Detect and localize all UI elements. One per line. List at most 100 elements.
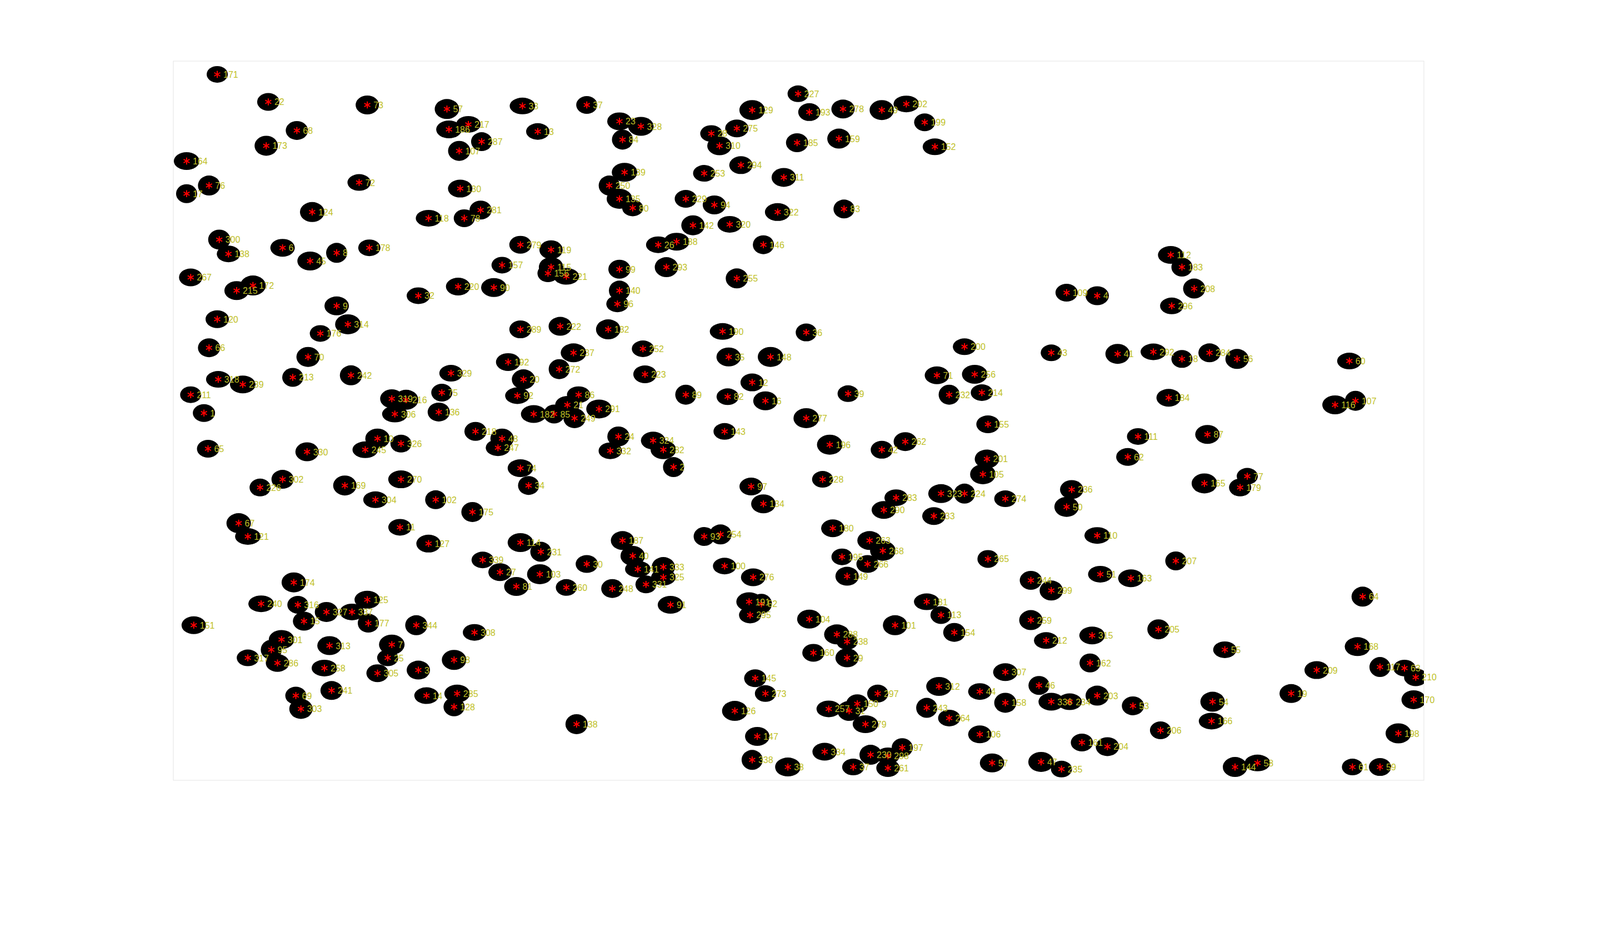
point-label: 102 xyxy=(441,495,457,505)
centroid-marker xyxy=(762,690,769,698)
point-label: 327 xyxy=(332,607,348,618)
centroid-marker xyxy=(864,560,871,568)
point-label: 135 xyxy=(625,194,641,204)
point-label: 53 xyxy=(1138,701,1149,712)
centroid-marker xyxy=(1027,577,1034,585)
centroid-marker xyxy=(547,263,554,272)
point-label: 98 xyxy=(460,655,470,665)
centroid-marker xyxy=(803,328,810,337)
point-label: 326 xyxy=(407,439,423,449)
point-label: 3 xyxy=(424,666,430,676)
centroid-marker xyxy=(607,447,614,455)
point-label: 138 xyxy=(582,720,598,730)
point-label: 299 xyxy=(1057,586,1073,596)
centroid-marker xyxy=(716,142,723,150)
centroid-marker xyxy=(472,428,479,436)
point-label: 210 xyxy=(1421,672,1437,683)
point-label: 259 xyxy=(1037,616,1053,626)
centroid-marker xyxy=(514,392,521,400)
point-label: 344 xyxy=(422,621,438,631)
point-label: 35 xyxy=(735,352,745,363)
point-label: 57 xyxy=(452,104,463,114)
centroid-marker xyxy=(263,142,270,150)
plot-frame xyxy=(173,61,1424,781)
point-label: 136 xyxy=(445,407,460,418)
centroid-marker xyxy=(946,715,953,723)
centroid-marker xyxy=(305,353,312,361)
centroid-marker xyxy=(413,622,420,630)
point-label: 94 xyxy=(720,200,731,210)
centroid-marker xyxy=(187,391,194,399)
point-label: 245 xyxy=(371,445,387,455)
point-label: 130 xyxy=(466,184,482,194)
centroid-marker xyxy=(446,126,453,134)
centroid-marker xyxy=(497,568,504,577)
centroid-marker xyxy=(867,751,874,759)
centroid-marker xyxy=(292,692,299,700)
centroid-marker xyxy=(301,617,308,625)
centroid-marker xyxy=(660,563,667,572)
centroid-marker xyxy=(843,572,850,580)
centroid-marker xyxy=(1191,285,1198,293)
centroid-marker xyxy=(806,616,813,624)
centroid-marker xyxy=(726,221,733,229)
point-label: 116 xyxy=(1341,400,1356,410)
centroid-marker xyxy=(937,490,944,498)
centroid-marker xyxy=(456,147,463,155)
centroid-marker xyxy=(637,122,644,130)
point-label: 173 xyxy=(272,141,288,151)
centroid-marker xyxy=(1048,349,1055,357)
point-label: 188 xyxy=(682,237,698,247)
centroid-marker xyxy=(557,322,564,330)
centroid-marker xyxy=(215,376,222,384)
point-label: 227 xyxy=(804,89,820,99)
centroid-marker xyxy=(364,101,371,109)
point-label: 77 xyxy=(1253,472,1264,482)
point-label: 214 xyxy=(987,388,1003,398)
centroid-marker xyxy=(1002,699,1009,707)
centroid-marker xyxy=(596,405,603,413)
point-label: 148 xyxy=(776,352,792,363)
centroid-marker xyxy=(1359,593,1366,601)
centroid-marker xyxy=(583,560,590,568)
centroid-marker xyxy=(216,236,223,244)
point-label: 150 xyxy=(863,699,879,709)
point-label: 334 xyxy=(830,747,846,758)
centroid-marker xyxy=(1038,758,1045,767)
point-label: 308 xyxy=(480,628,496,638)
point-label: 107 xyxy=(465,146,481,157)
centroid-marker xyxy=(206,182,213,190)
centroid-marker xyxy=(976,688,983,696)
point-label: 59 xyxy=(1386,762,1397,773)
centroid-marker xyxy=(235,520,242,528)
centroid-marker xyxy=(347,372,354,380)
centroid-marker xyxy=(478,138,485,146)
centroid-marker xyxy=(850,763,857,772)
centroid-marker xyxy=(1244,472,1251,480)
point-label: 92 xyxy=(523,391,534,401)
point-label: 1 xyxy=(210,408,215,419)
point-label: 302 xyxy=(288,475,304,485)
point-label: 71 xyxy=(942,371,953,381)
centroid-marker xyxy=(983,455,990,463)
centroid-marker xyxy=(795,90,802,98)
point-label: 58 xyxy=(1263,758,1274,769)
point-label: 147 xyxy=(763,732,779,742)
point-label: 37 xyxy=(592,100,603,110)
point-label: 232 xyxy=(955,390,971,400)
point-label: 169 xyxy=(351,481,367,491)
point-label: 24 xyxy=(624,432,635,442)
centroid-marker xyxy=(878,446,885,454)
centroid-marker xyxy=(268,646,275,654)
centroid-marker xyxy=(752,675,759,683)
centroid-marker xyxy=(841,205,848,213)
point-label: 174 xyxy=(300,578,315,588)
point-label: 201 xyxy=(993,454,1009,464)
centroid-marker xyxy=(575,391,582,399)
centroid-marker xyxy=(362,446,369,454)
centroid-marker xyxy=(923,598,930,606)
point-label: 314 xyxy=(353,320,369,330)
point-label: 66 xyxy=(215,343,225,353)
centroid-marker xyxy=(655,241,662,249)
centroid-marker xyxy=(513,583,520,591)
